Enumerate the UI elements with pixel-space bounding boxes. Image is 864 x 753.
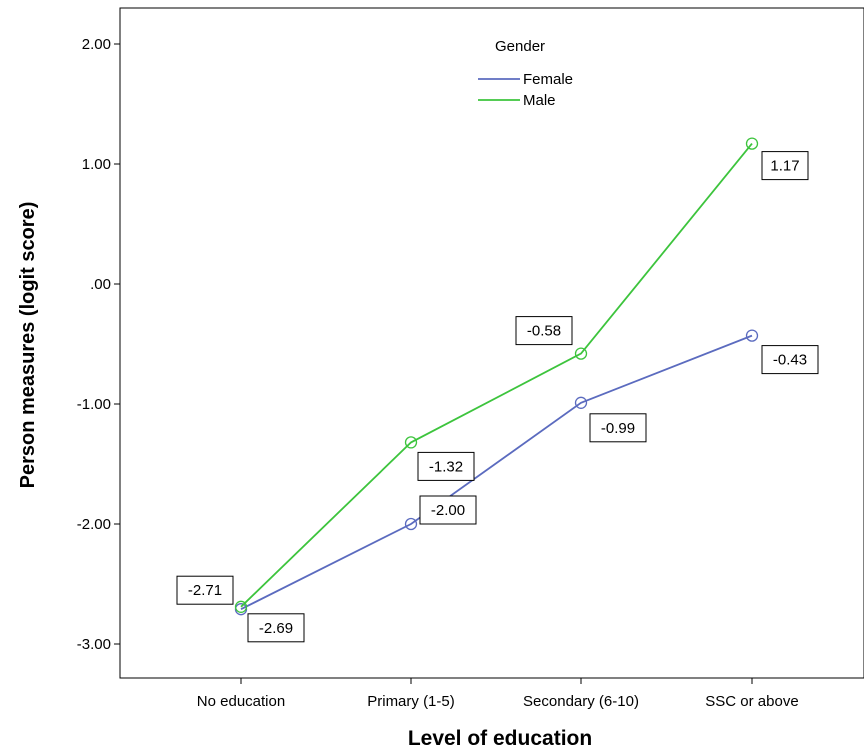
series-line-female xyxy=(240,334,753,611)
data-label-value: 1.17 xyxy=(770,158,799,175)
data-point-female xyxy=(404,517,418,531)
data-label-female: -2.00 xyxy=(419,495,477,525)
data-label-value: -1.32 xyxy=(429,458,463,475)
x-tick-label: Secondary (6-10) xyxy=(523,693,639,710)
data-label-female: -0.43 xyxy=(761,345,819,375)
y-tick-label: -2.00 xyxy=(77,516,111,533)
data-label-box xyxy=(176,575,234,605)
y-axis-title: Person measures (logit score) xyxy=(17,202,39,489)
data-label-male: -2.69 xyxy=(247,613,305,643)
y-tick-label: 1.00 xyxy=(82,156,111,173)
legend-label-female: Female xyxy=(523,71,573,88)
data-label-male: -0.58 xyxy=(515,316,573,346)
data-point-female xyxy=(574,396,588,409)
data-label-value: -2.00 xyxy=(431,502,465,519)
y-tick-label: 2.00 xyxy=(82,36,111,53)
x-tick-label: Primary (1-5) xyxy=(367,693,455,710)
data-label-value: -0.58 xyxy=(527,323,561,340)
data-label-value: -0.99 xyxy=(601,420,635,437)
data-label-box xyxy=(761,345,819,375)
x-tick-label: No education xyxy=(197,693,285,710)
x-axis-title: Level of education xyxy=(408,727,592,750)
y-tick-label: -3.00 xyxy=(77,636,111,653)
data-label-value: -0.43 xyxy=(773,352,807,369)
data-label-box xyxy=(515,316,573,346)
y-tick-label: .00 xyxy=(90,276,111,293)
data-label-value: -2.71 xyxy=(188,582,222,599)
data-label-male: -1.32 xyxy=(417,451,475,481)
data-label-female: -2.71 xyxy=(176,575,234,605)
data-label-box xyxy=(417,451,475,481)
data-point-male xyxy=(574,347,588,360)
data-point-male xyxy=(404,436,418,449)
series-line-male xyxy=(240,143,753,608)
data-label-box xyxy=(247,613,305,643)
plot-area xyxy=(119,7,864,679)
data-point-male xyxy=(234,600,248,613)
data-point-female xyxy=(745,329,759,342)
legend-label-male: Male xyxy=(523,92,556,109)
data-label-male: 1.17 xyxy=(761,151,809,181)
data-point-male xyxy=(745,137,759,150)
data-label-box xyxy=(589,413,647,443)
y-tick-label: -1.00 xyxy=(77,396,111,413)
data-label-box xyxy=(761,151,809,181)
legend-title: Gender xyxy=(495,38,545,55)
data-label-box xyxy=(419,495,477,525)
x-tick-label: SSC or above xyxy=(705,693,798,710)
data-label-value: -2.69 xyxy=(259,620,293,637)
legend: Gender Female Male xyxy=(478,38,573,109)
data-label-female: -0.99 xyxy=(589,413,647,443)
